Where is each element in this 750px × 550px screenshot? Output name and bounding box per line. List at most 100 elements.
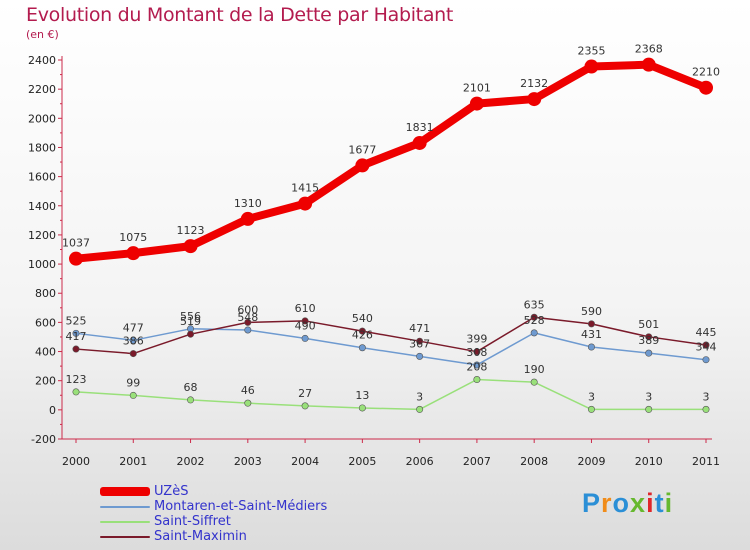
data-label: 1415 bbox=[291, 182, 319, 195]
logo-letter: t bbox=[654, 488, 665, 518]
data-label: 1310 bbox=[234, 197, 262, 210]
data-point bbox=[72, 388, 80, 396]
data-point bbox=[301, 334, 309, 342]
logo-letter: r bbox=[601, 488, 613, 518]
data-label: 426 bbox=[352, 329, 373, 342]
legend-swatch bbox=[100, 520, 150, 523]
data-label: 490 bbox=[295, 319, 316, 332]
data-point bbox=[641, 57, 656, 72]
x-tick-label: 2006 bbox=[406, 455, 434, 468]
data-point bbox=[702, 341, 710, 349]
data-label: 2210 bbox=[692, 66, 720, 79]
data-label: 308 bbox=[466, 346, 487, 359]
x-tick-label: 2002 bbox=[177, 455, 205, 468]
y-tick-label: 2400 bbox=[28, 54, 56, 67]
x-tick-label: 2011 bbox=[692, 455, 720, 468]
data-label: 635 bbox=[524, 298, 545, 311]
x-tick-label: 2000 bbox=[62, 455, 90, 468]
data-label: 519 bbox=[180, 315, 201, 328]
data-point bbox=[584, 59, 599, 74]
data-point bbox=[187, 330, 195, 338]
data-label: 610 bbox=[295, 302, 316, 315]
data-point bbox=[587, 343, 595, 351]
legend-label: Montaren-et-Saint-Médiers bbox=[154, 499, 328, 514]
data-label: 417 bbox=[66, 330, 87, 343]
data-point bbox=[530, 313, 538, 321]
data-label: 2132 bbox=[520, 77, 548, 90]
data-label: 3 bbox=[703, 390, 710, 403]
data-point bbox=[416, 405, 424, 413]
data-point bbox=[358, 344, 366, 352]
data-label: 3 bbox=[416, 390, 423, 403]
data-point bbox=[702, 405, 710, 413]
y-tick-label: 2200 bbox=[28, 83, 56, 96]
data-label: 431 bbox=[581, 328, 602, 341]
data-point bbox=[412, 135, 427, 150]
y-tick-label: 1400 bbox=[28, 200, 56, 213]
data-label: 1123 bbox=[177, 224, 205, 237]
legend-label: Saint-Maximin bbox=[154, 529, 247, 544]
legend-swatch bbox=[100, 505, 150, 508]
data-point bbox=[355, 158, 370, 173]
data-label: 27 bbox=[298, 387, 312, 400]
legend-item: Saint-Siffret bbox=[100, 514, 327, 529]
data-point bbox=[301, 402, 309, 410]
y-tick-label: 1800 bbox=[28, 141, 56, 154]
logo-letter: P bbox=[582, 488, 602, 518]
logo-letter: i bbox=[664, 488, 674, 518]
legend-item: Saint-Maximin bbox=[100, 529, 327, 544]
data-label: 190 bbox=[524, 363, 545, 376]
data-label: 389 bbox=[638, 334, 659, 347]
series-line bbox=[72, 60, 710, 263]
data-point bbox=[473, 376, 481, 384]
x-tick-label: 2007 bbox=[463, 455, 491, 468]
data-label: 3 bbox=[588, 390, 595, 403]
x-tick-label: 2010 bbox=[635, 455, 663, 468]
x-tick-label: 2005 bbox=[348, 455, 376, 468]
data-point bbox=[244, 399, 252, 407]
chart-title: Evolution du Montant de la Dette par Hab… bbox=[26, 4, 454, 26]
data-point bbox=[416, 352, 424, 360]
x-tick-label: 2001 bbox=[119, 455, 147, 468]
y-tick-label: 200 bbox=[35, 375, 56, 388]
y-tick-label: 0 bbox=[49, 404, 56, 417]
logo-letter: x bbox=[630, 488, 647, 518]
data-point bbox=[473, 348, 481, 356]
data-label: 13 bbox=[355, 389, 369, 402]
data-point bbox=[129, 350, 137, 358]
logo-letter: o bbox=[612, 488, 631, 518]
data-label: 344 bbox=[696, 341, 717, 354]
data-point bbox=[298, 196, 313, 211]
x-tick-label: 2004 bbox=[291, 455, 319, 468]
data-label: 471 bbox=[409, 322, 430, 335]
data-point bbox=[358, 404, 366, 412]
data-point bbox=[587, 405, 595, 413]
y-tick-label: 1600 bbox=[28, 171, 56, 184]
series-line bbox=[75, 316, 707, 355]
data-point bbox=[244, 326, 252, 334]
data-point bbox=[240, 211, 255, 226]
data-point bbox=[469, 96, 484, 111]
data-point bbox=[416, 337, 424, 345]
data-point bbox=[301, 317, 309, 325]
legend-item: UZèS bbox=[100, 484, 327, 499]
data-label: 46 bbox=[241, 384, 255, 397]
data-label: 3 bbox=[645, 390, 652, 403]
data-point bbox=[69, 251, 83, 266]
y-tick-label: 600 bbox=[35, 316, 56, 329]
data-point bbox=[358, 327, 366, 335]
legend-swatch bbox=[100, 535, 150, 538]
y-tick-label: 1000 bbox=[28, 258, 56, 271]
y-tick-label: 400 bbox=[35, 346, 56, 359]
data-label: 1831 bbox=[406, 121, 434, 134]
legend-swatch bbox=[100, 487, 150, 496]
data-point bbox=[645, 333, 653, 341]
data-label: 367 bbox=[409, 337, 430, 350]
y-tick-label: 800 bbox=[35, 287, 56, 300]
data-point bbox=[473, 361, 481, 369]
data-point bbox=[187, 396, 195, 404]
data-point bbox=[129, 336, 137, 344]
chart-subtitle: (en €) bbox=[26, 28, 59, 41]
legend-item: Montaren-et-Saint-Médiers bbox=[100, 499, 327, 514]
data-label: 2355 bbox=[577, 45, 605, 58]
